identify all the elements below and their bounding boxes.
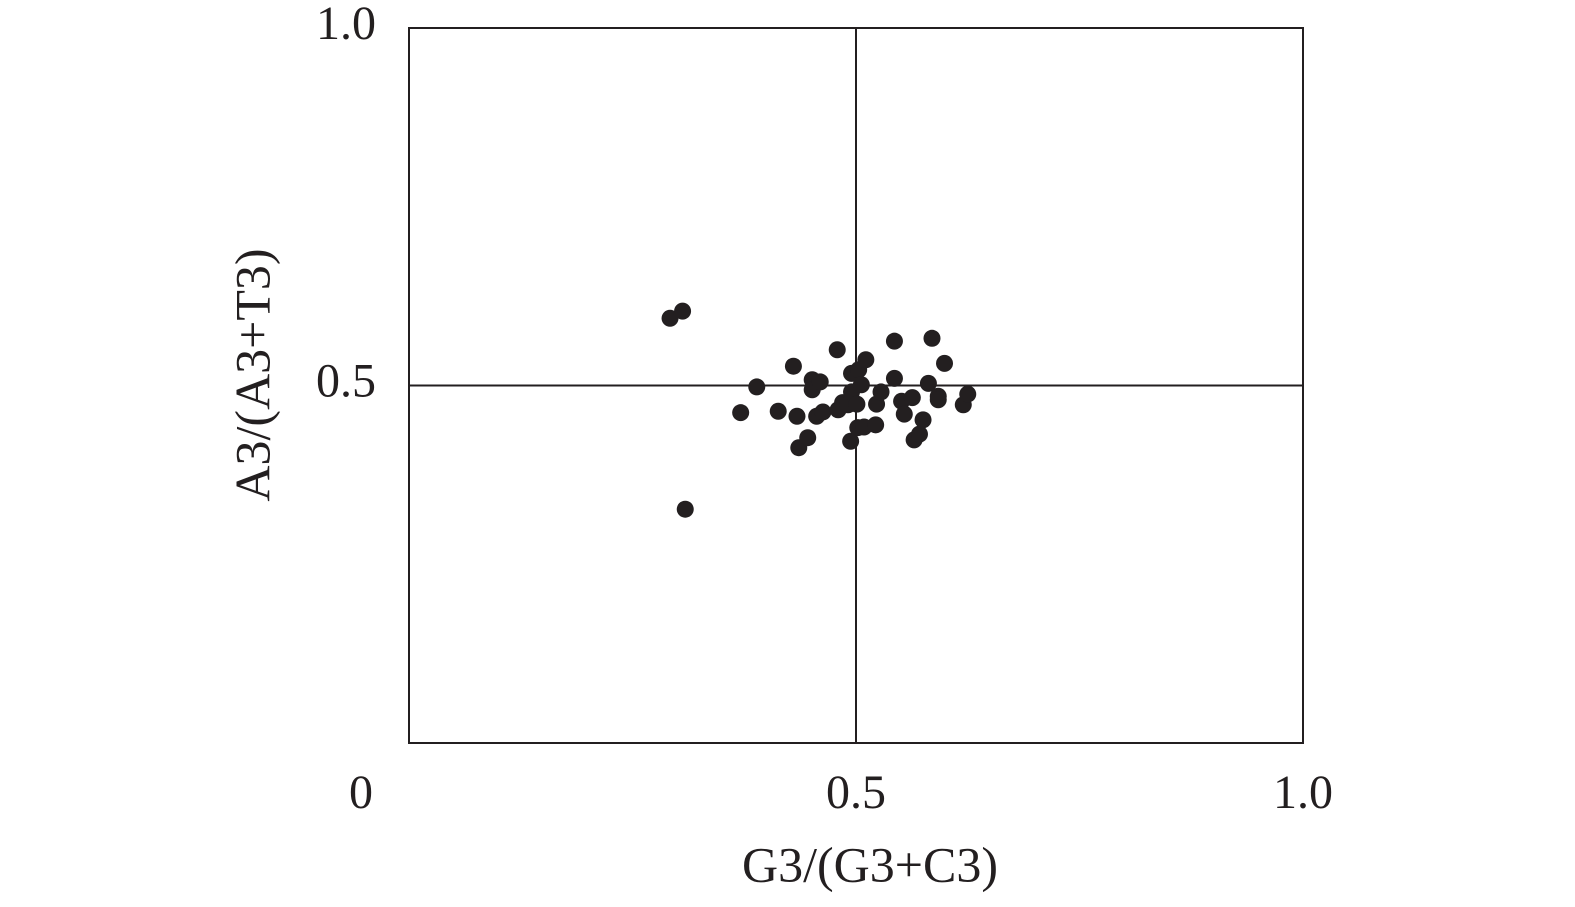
point (903, 389, 921, 407)
x-axis-title: G3/(G3+C3) (742, 836, 998, 892)
point (828, 341, 846, 359)
point (885, 332, 903, 350)
point (867, 416, 885, 434)
point (814, 403, 832, 421)
point (799, 429, 817, 447)
point (919, 374, 937, 392)
point (748, 378, 766, 396)
x-tick-label: 0 (349, 766, 373, 819)
point (674, 302, 692, 320)
y-tick-label: 0.5 (316, 355, 376, 408)
x-tick-label: 1.0 (1273, 766, 1333, 819)
point (872, 383, 890, 401)
point (848, 395, 866, 413)
point (895, 405, 913, 423)
point (788, 407, 806, 425)
point (936, 354, 954, 372)
point (769, 402, 787, 420)
y-axis-title: A3/(A3+T3) (224, 248, 280, 501)
point (910, 425, 928, 443)
point (852, 376, 870, 394)
point (959, 385, 977, 403)
point (661, 309, 679, 327)
y-tick-label: 1.0 (316, 0, 376, 50)
point (732, 404, 750, 422)
point (929, 391, 947, 409)
point (857, 351, 875, 369)
point (885, 369, 903, 387)
x-tick-label: 0.5 (826, 766, 886, 819)
point (914, 411, 932, 429)
point (784, 357, 802, 375)
point (811, 373, 829, 391)
point (676, 500, 694, 518)
point (923, 329, 941, 347)
point (842, 432, 860, 450)
